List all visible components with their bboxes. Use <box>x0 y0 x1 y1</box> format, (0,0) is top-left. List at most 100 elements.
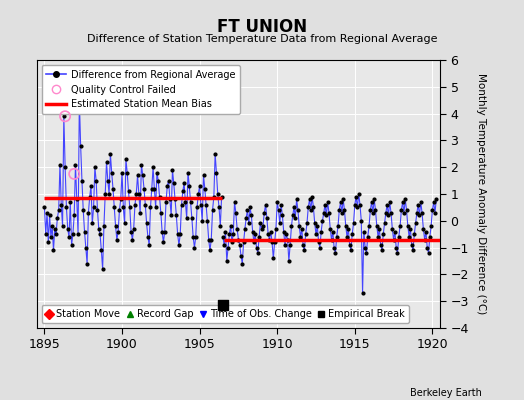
Point <box>396 223 405 229</box>
Point <box>350 220 358 227</box>
Point <box>261 202 270 208</box>
Point <box>397 207 406 213</box>
Point <box>63 226 72 232</box>
Point <box>220 242 228 248</box>
Point <box>416 212 424 219</box>
Point <box>234 236 243 243</box>
Point <box>210 194 218 200</box>
Point <box>52 231 60 237</box>
Point <box>286 242 294 248</box>
Point <box>394 250 402 256</box>
Point <box>192 234 200 240</box>
Point <box>177 202 185 208</box>
Point <box>289 212 297 219</box>
Point <box>149 164 157 170</box>
Point <box>119 204 127 210</box>
Point <box>131 202 139 208</box>
Point <box>224 244 232 251</box>
Point <box>85 194 94 200</box>
Point <box>77 142 85 149</box>
Point <box>189 234 198 240</box>
Point <box>219 302 227 308</box>
Point <box>109 186 117 192</box>
Point <box>231 199 239 205</box>
Point <box>93 207 102 213</box>
Point <box>66 199 74 205</box>
Point <box>432 196 441 202</box>
Point <box>154 177 162 184</box>
Point <box>411 220 420 227</box>
Point <box>202 202 210 208</box>
Point <box>389 236 398 243</box>
Text: Berkeley Earth: Berkeley Earth <box>410 388 482 398</box>
Point <box>201 186 209 192</box>
Point <box>307 207 315 213</box>
Point <box>43 210 51 216</box>
Point <box>104 177 112 184</box>
Point <box>92 177 101 184</box>
Point <box>206 247 214 254</box>
Point <box>155 194 163 200</box>
Point <box>278 212 287 219</box>
Point <box>226 223 235 229</box>
Point <box>283 236 292 243</box>
Point <box>353 204 362 210</box>
Point <box>272 226 280 232</box>
Point <box>301 231 310 237</box>
Point <box>298 226 306 232</box>
Point <box>342 223 350 229</box>
Point <box>196 202 205 208</box>
Point <box>134 172 142 178</box>
Point <box>311 220 319 227</box>
Point <box>148 186 156 192</box>
Point <box>285 258 293 264</box>
Point <box>308 194 316 200</box>
Point <box>195 183 204 189</box>
Point <box>70 212 79 219</box>
Point <box>118 169 126 176</box>
Point <box>61 164 69 170</box>
Point <box>96 231 104 237</box>
Point <box>211 150 220 157</box>
Point <box>229 231 237 237</box>
Point <box>383 202 391 208</box>
Point <box>333 234 341 240</box>
Text: FT UNION: FT UNION <box>217 18 307 36</box>
Point <box>256 220 265 227</box>
Point <box>386 199 394 205</box>
Point <box>384 212 392 219</box>
Point <box>251 231 259 237</box>
Point <box>62 204 71 210</box>
Point <box>203 218 212 224</box>
Point <box>235 242 244 248</box>
Point <box>274 207 282 213</box>
Point <box>232 210 240 216</box>
Point <box>97 247 105 254</box>
Point <box>330 244 339 251</box>
Point <box>322 212 331 219</box>
Point <box>313 223 322 229</box>
Point <box>72 196 81 202</box>
Point <box>116 196 125 202</box>
Point <box>357 218 365 224</box>
Point <box>61 113 69 120</box>
Point <box>107 169 116 176</box>
Point <box>187 199 195 205</box>
Point <box>366 207 375 213</box>
Point <box>65 234 73 240</box>
Point <box>304 204 312 210</box>
Point <box>132 191 140 197</box>
Point <box>145 242 154 248</box>
Point <box>105 191 113 197</box>
Point <box>268 239 276 246</box>
Text: Difference of Station Temperature Data from Regional Average: Difference of Station Temperature Data f… <box>87 34 437 44</box>
Point <box>281 242 289 248</box>
Point <box>250 239 258 246</box>
Point <box>221 228 230 235</box>
Point <box>425 234 434 240</box>
Point <box>163 183 171 189</box>
Point <box>123 169 132 176</box>
Point <box>233 226 242 232</box>
Point <box>260 210 268 216</box>
Point <box>309 204 318 210</box>
